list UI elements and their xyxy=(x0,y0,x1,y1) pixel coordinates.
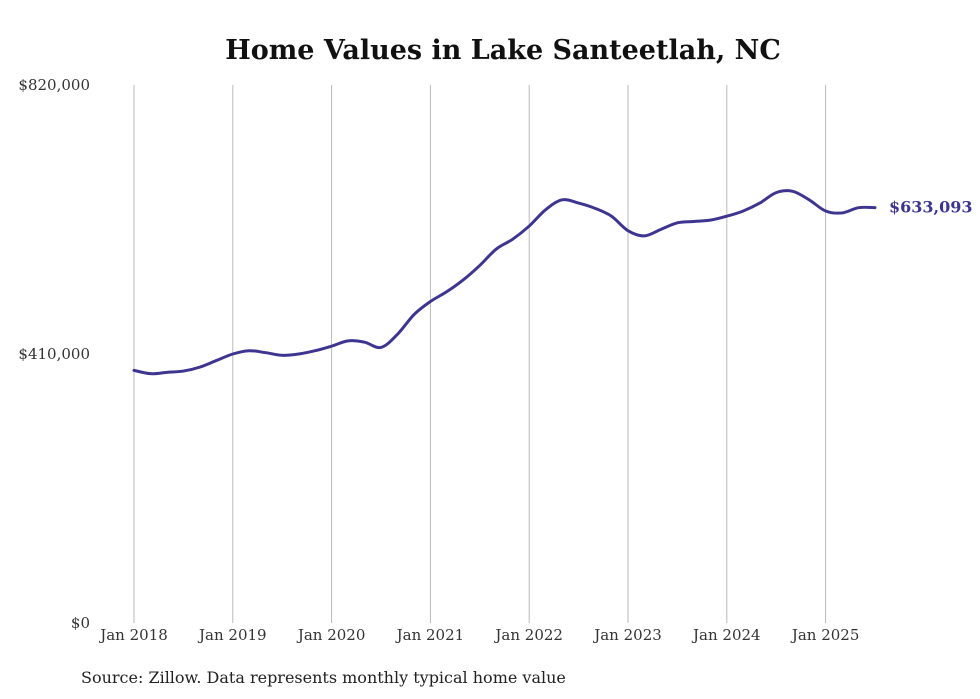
end-value-label: $633,093 xyxy=(889,198,973,217)
x-tick-label: Jan 2021 xyxy=(395,626,465,644)
x-tick-label: Jan 2024 xyxy=(691,626,761,644)
x-axis-ticks: Jan 2018 Jan 2019 Jan 2020 Jan 2021 Jan 2022… xyxy=(98,626,859,644)
grid-lines xyxy=(133,85,827,623)
x-tick-label: Jan 2022 xyxy=(493,626,563,644)
x-tick-label: Jan 2019 xyxy=(197,626,267,644)
x-tick-label: Jan 2025 xyxy=(790,626,860,644)
source-note: Source: Zillow. Data represents monthly … xyxy=(81,668,566,687)
y-axis-ticks: $0 $410,000 $820,000 xyxy=(18,76,90,632)
x-tick-label: Jan 2020 xyxy=(296,626,366,644)
series-layer xyxy=(132,189,877,376)
y-tick-label: $0 xyxy=(71,614,90,632)
y-tick-label: $820,000 xyxy=(18,76,90,94)
x-tick-label: Jan 2023 xyxy=(592,626,662,644)
y-tick-label: $410,000 xyxy=(18,345,90,363)
series-line xyxy=(132,189,877,376)
chart-title: Home Values in Lake Santeetlah, NC xyxy=(225,35,781,66)
x-tick-label: Jan 2018 xyxy=(98,626,168,644)
